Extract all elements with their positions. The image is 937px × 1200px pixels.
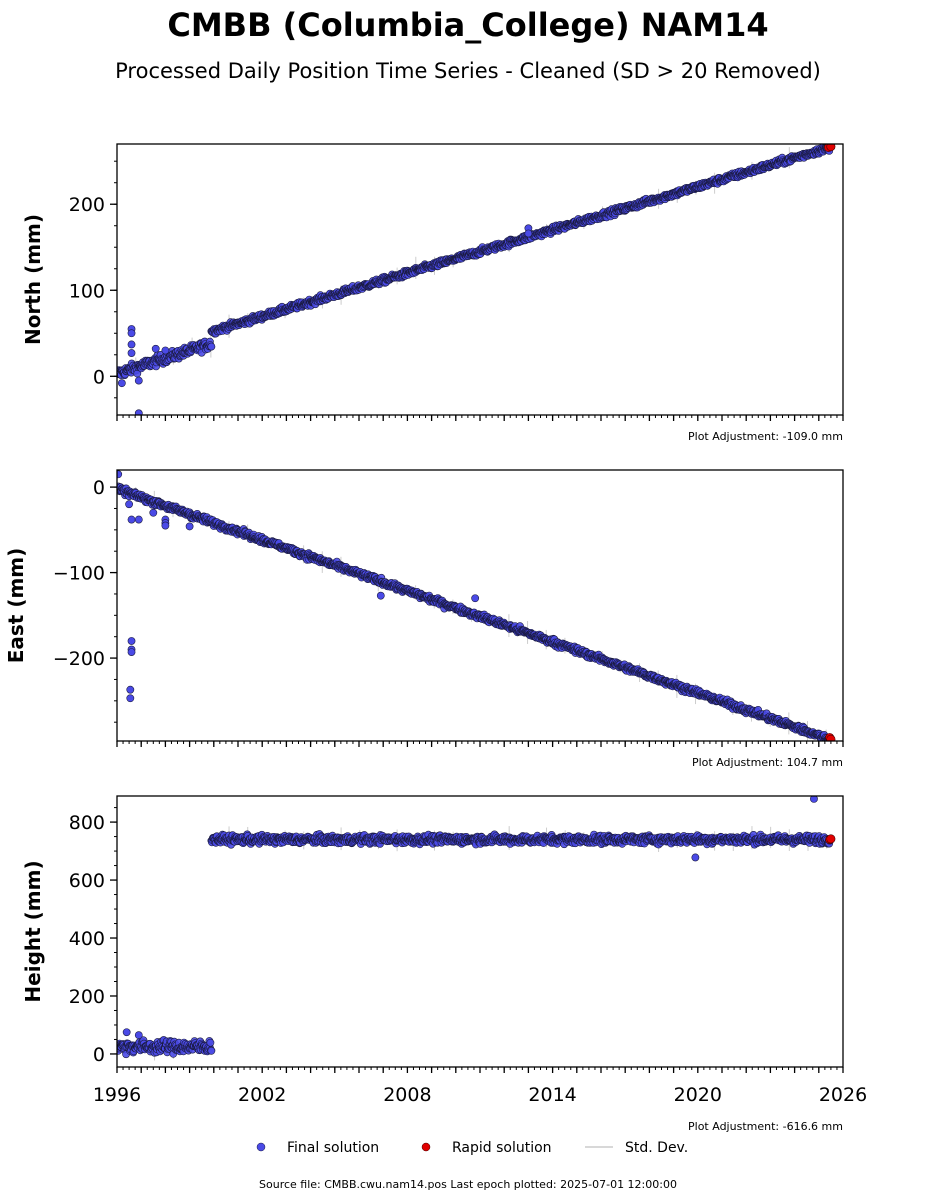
y-tick-label: 400 [69, 928, 105, 950]
y-tick-label: 200 [69, 986, 105, 1008]
outlier-point [127, 329, 136, 338]
outlier-point [376, 591, 385, 600]
outlier-point [127, 515, 136, 524]
y-tick-label: 0 [93, 477, 105, 499]
panel-2: 0 −100 −200 East (mm) Plot Adjustment: 104.7… [4, 469, 844, 769]
outlier-point [134, 409, 143, 415]
plot-area [117, 796, 836, 1061]
panel-1: 0 100 200 North (mm) Plot Adjustment: -109.0… [21, 143, 844, 443]
outlier-point [134, 1031, 143, 1040]
outlier-point [185, 522, 194, 531]
legend-final-marker [256, 1142, 266, 1152]
y-tick-label: 0 [93, 366, 105, 388]
y-tick-label: 100 [69, 280, 105, 302]
y-axis-label: North (mm) [21, 214, 45, 345]
outlier-point [122, 1028, 131, 1037]
outlier-point [151, 344, 160, 353]
outlier-point [471, 594, 480, 603]
y-tick-label: 200 [69, 194, 105, 216]
outlier-point [127, 648, 136, 656]
x-tick-label: 2020 [674, 1084, 722, 1106]
outlier-point [126, 685, 135, 694]
data-point [207, 1046, 216, 1055]
outlier-point [117, 379, 126, 388]
legend-sd-label: Std. Dev. [625, 1140, 688, 1156]
plot-frame [116, 143, 844, 416]
legend: Final solution Rapid solution Std. Dev. [256, 1140, 688, 1156]
y-tick-label: −100 [53, 563, 105, 585]
x-tick-label: 2014 [528, 1084, 576, 1106]
outlier-point [127, 637, 136, 645]
outlier-point [117, 470, 123, 479]
plot-adjustment-note: Plot Adjustment: 104.7 mm [692, 756, 843, 769]
y-axis-label: East (mm) [4, 548, 28, 664]
legend-rapid-label: Rapid solution [452, 1140, 552, 1156]
legend-final-label: Final solution [287, 1140, 379, 1156]
y-tick-label: 800 [69, 812, 105, 834]
outlier-point [161, 521, 170, 530]
chart-title: CMBB (Columbia_College) NAM14 [167, 6, 768, 44]
data-point [206, 1038, 215, 1047]
plot-adjustment-note: Plot Adjustment: -616.6 mm [688, 1120, 843, 1133]
x-tick-label: 2026 [819, 1084, 867, 1106]
outlier-point [127, 340, 136, 349]
y-tick-label: −200 [53, 648, 105, 670]
data-point [207, 342, 216, 351]
x-tick-label: 2008 [383, 1084, 431, 1106]
x-tick-label: 2002 [238, 1084, 286, 1106]
chart-subtitle: Processed Daily Position Time Series - C… [115, 59, 821, 83]
outlier-point [149, 508, 158, 517]
y-tick-label: 600 [69, 870, 105, 892]
rapid-point [826, 834, 836, 844]
y-tick-label: 0 [93, 1044, 105, 1066]
y-axis-label: Height (mm) [21, 860, 45, 1002]
legend-rapid-marker [421, 1142, 431, 1152]
outlier-point [134, 515, 143, 524]
x-tick-label: 1996 [93, 1084, 141, 1106]
outlier-point [125, 500, 134, 509]
outlier-point [691, 853, 700, 862]
rapid-point [826, 734, 836, 741]
outlier-point [134, 376, 143, 385]
rapid-point [826, 144, 836, 152]
panels: 0 100 200 North (mm) Plot Adjustment: -109.0… [4, 143, 867, 1133]
source-note: Source file: CMBB.cwu.nam14.pos Last epo… [259, 1178, 677, 1191]
plot-area [117, 470, 836, 741]
outlier-point [810, 796, 818, 803]
outlier-point [127, 349, 136, 357]
plot-adjustment-note: Plot Adjustment: -109.0 mm [688, 430, 843, 443]
panel-3: 0 200 400 600 800 1996 2002 2008 2014 2020 2026 Hei… [21, 795, 867, 1133]
outlier-point [161, 346, 170, 355]
outlier-point [126, 694, 135, 703]
plot-area [117, 144, 836, 415]
outlier-point [524, 229, 533, 238]
